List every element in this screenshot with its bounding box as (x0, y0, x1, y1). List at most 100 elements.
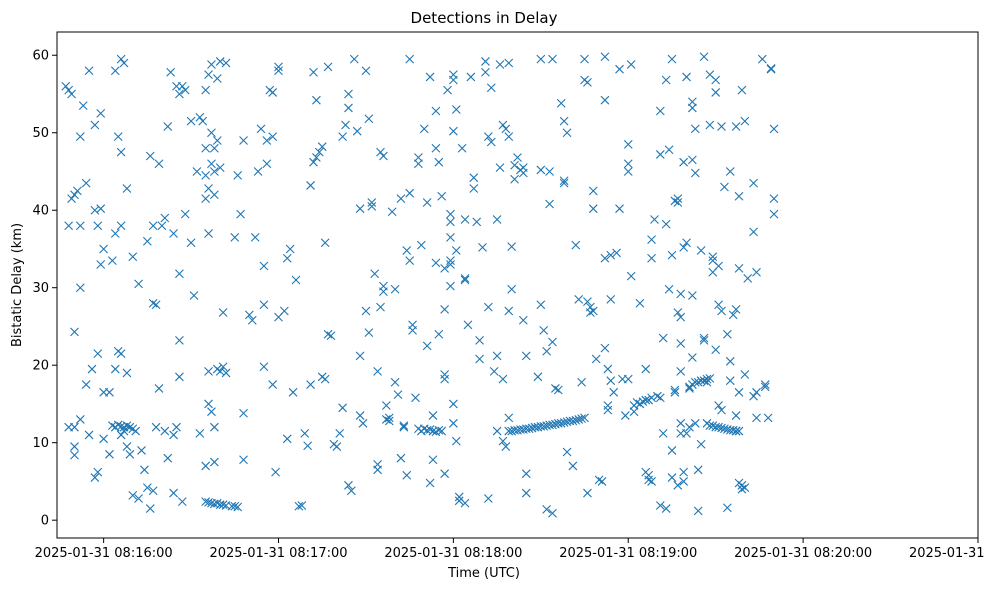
data-point (673, 308, 683, 317)
data-point (338, 132, 348, 141)
data-point (740, 483, 750, 493)
data-point (166, 67, 176, 77)
data-point (134, 279, 143, 289)
data-point (559, 418, 569, 427)
data-point (737, 85, 747, 95)
data-point (425, 72, 435, 82)
data-point (690, 124, 700, 134)
data-point (708, 421, 718, 431)
data-point (221, 58, 231, 68)
data-point (414, 159, 423, 169)
data-point (282, 253, 292, 263)
data-point (218, 500, 228, 510)
data-point (507, 284, 517, 294)
x-tick-label: 2025-01-31 08:17:00 (209, 546, 347, 561)
data-point (446, 232, 455, 242)
data-point (577, 377, 587, 387)
data-point (734, 191, 744, 201)
data-point (609, 387, 619, 397)
data-point (521, 488, 531, 498)
data-point (414, 153, 423, 162)
data-point (690, 168, 700, 178)
data-point (711, 345, 721, 355)
data-point (317, 142, 327, 152)
data-point (396, 194, 406, 203)
data-point (373, 367, 382, 376)
data-point (387, 207, 397, 217)
data-point (393, 390, 403, 400)
data-point (670, 387, 680, 397)
data-point (699, 376, 709, 386)
data-point (673, 480, 683, 490)
data-point (676, 312, 686, 322)
data-point (580, 54, 589, 64)
data-point (696, 246, 706, 255)
data-point (434, 157, 444, 167)
data-point (201, 170, 211, 180)
data-point (437, 191, 447, 201)
data-point (198, 116, 208, 126)
data-point (518, 168, 528, 178)
data-point (247, 315, 257, 325)
data-point (559, 178, 569, 188)
data-point (752, 387, 761, 397)
data-point (428, 411, 438, 420)
data-point (207, 60, 216, 69)
data-point (116, 221, 126, 231)
data-point (725, 356, 735, 366)
data-point (749, 178, 758, 188)
data-point (306, 181, 315, 190)
data-point (463, 320, 473, 330)
data-point (606, 294, 616, 304)
data-point (481, 57, 490, 66)
data-point (93, 467, 103, 477)
data-point (676, 367, 686, 376)
data-point (521, 469, 531, 479)
data-point (93, 221, 103, 231)
data-point (204, 229, 213, 238)
data-point (600, 253, 610, 263)
data-point (434, 329, 444, 339)
data-point (192, 167, 202, 176)
data-point (475, 354, 484, 364)
data-point (472, 217, 482, 227)
data-point (495, 163, 505, 172)
data-point (105, 449, 114, 459)
data-point (451, 246, 461, 255)
data-point (749, 227, 758, 237)
data-point (451, 436, 461, 446)
data-point (96, 108, 106, 118)
y-tick-label: 0 (41, 514, 49, 529)
data-point (658, 429, 668, 438)
data-point (358, 418, 368, 428)
data-point (507, 242, 517, 252)
y-axis: 0 10 20 30 40 50 60 (32, 49, 57, 529)
data-point (757, 54, 767, 64)
data-point (705, 373, 715, 383)
data-point (687, 97, 697, 107)
data-point (722, 329, 732, 339)
data-point (606, 250, 616, 260)
data-point (714, 422, 723, 432)
data-point (460, 275, 470, 285)
data-point (405, 256, 415, 265)
data-point (355, 411, 365, 420)
data-point (731, 122, 741, 131)
data-point (623, 159, 633, 169)
data-point (312, 95, 321, 105)
data-point (75, 283, 85, 293)
data-point (425, 478, 435, 488)
data-point (551, 384, 560, 393)
data-point (687, 291, 697, 300)
data-point (306, 380, 315, 389)
data-point (655, 150, 665, 159)
data-point (676, 418, 686, 428)
data-point (717, 122, 726, 131)
data-point (402, 246, 412, 255)
data-point (271, 467, 280, 477)
data-point (323, 329, 333, 339)
plot-frame (56, 31, 979, 539)
y-tick-label: 30 (32, 281, 49, 296)
data-point (571, 415, 581, 425)
data-point (521, 351, 531, 361)
